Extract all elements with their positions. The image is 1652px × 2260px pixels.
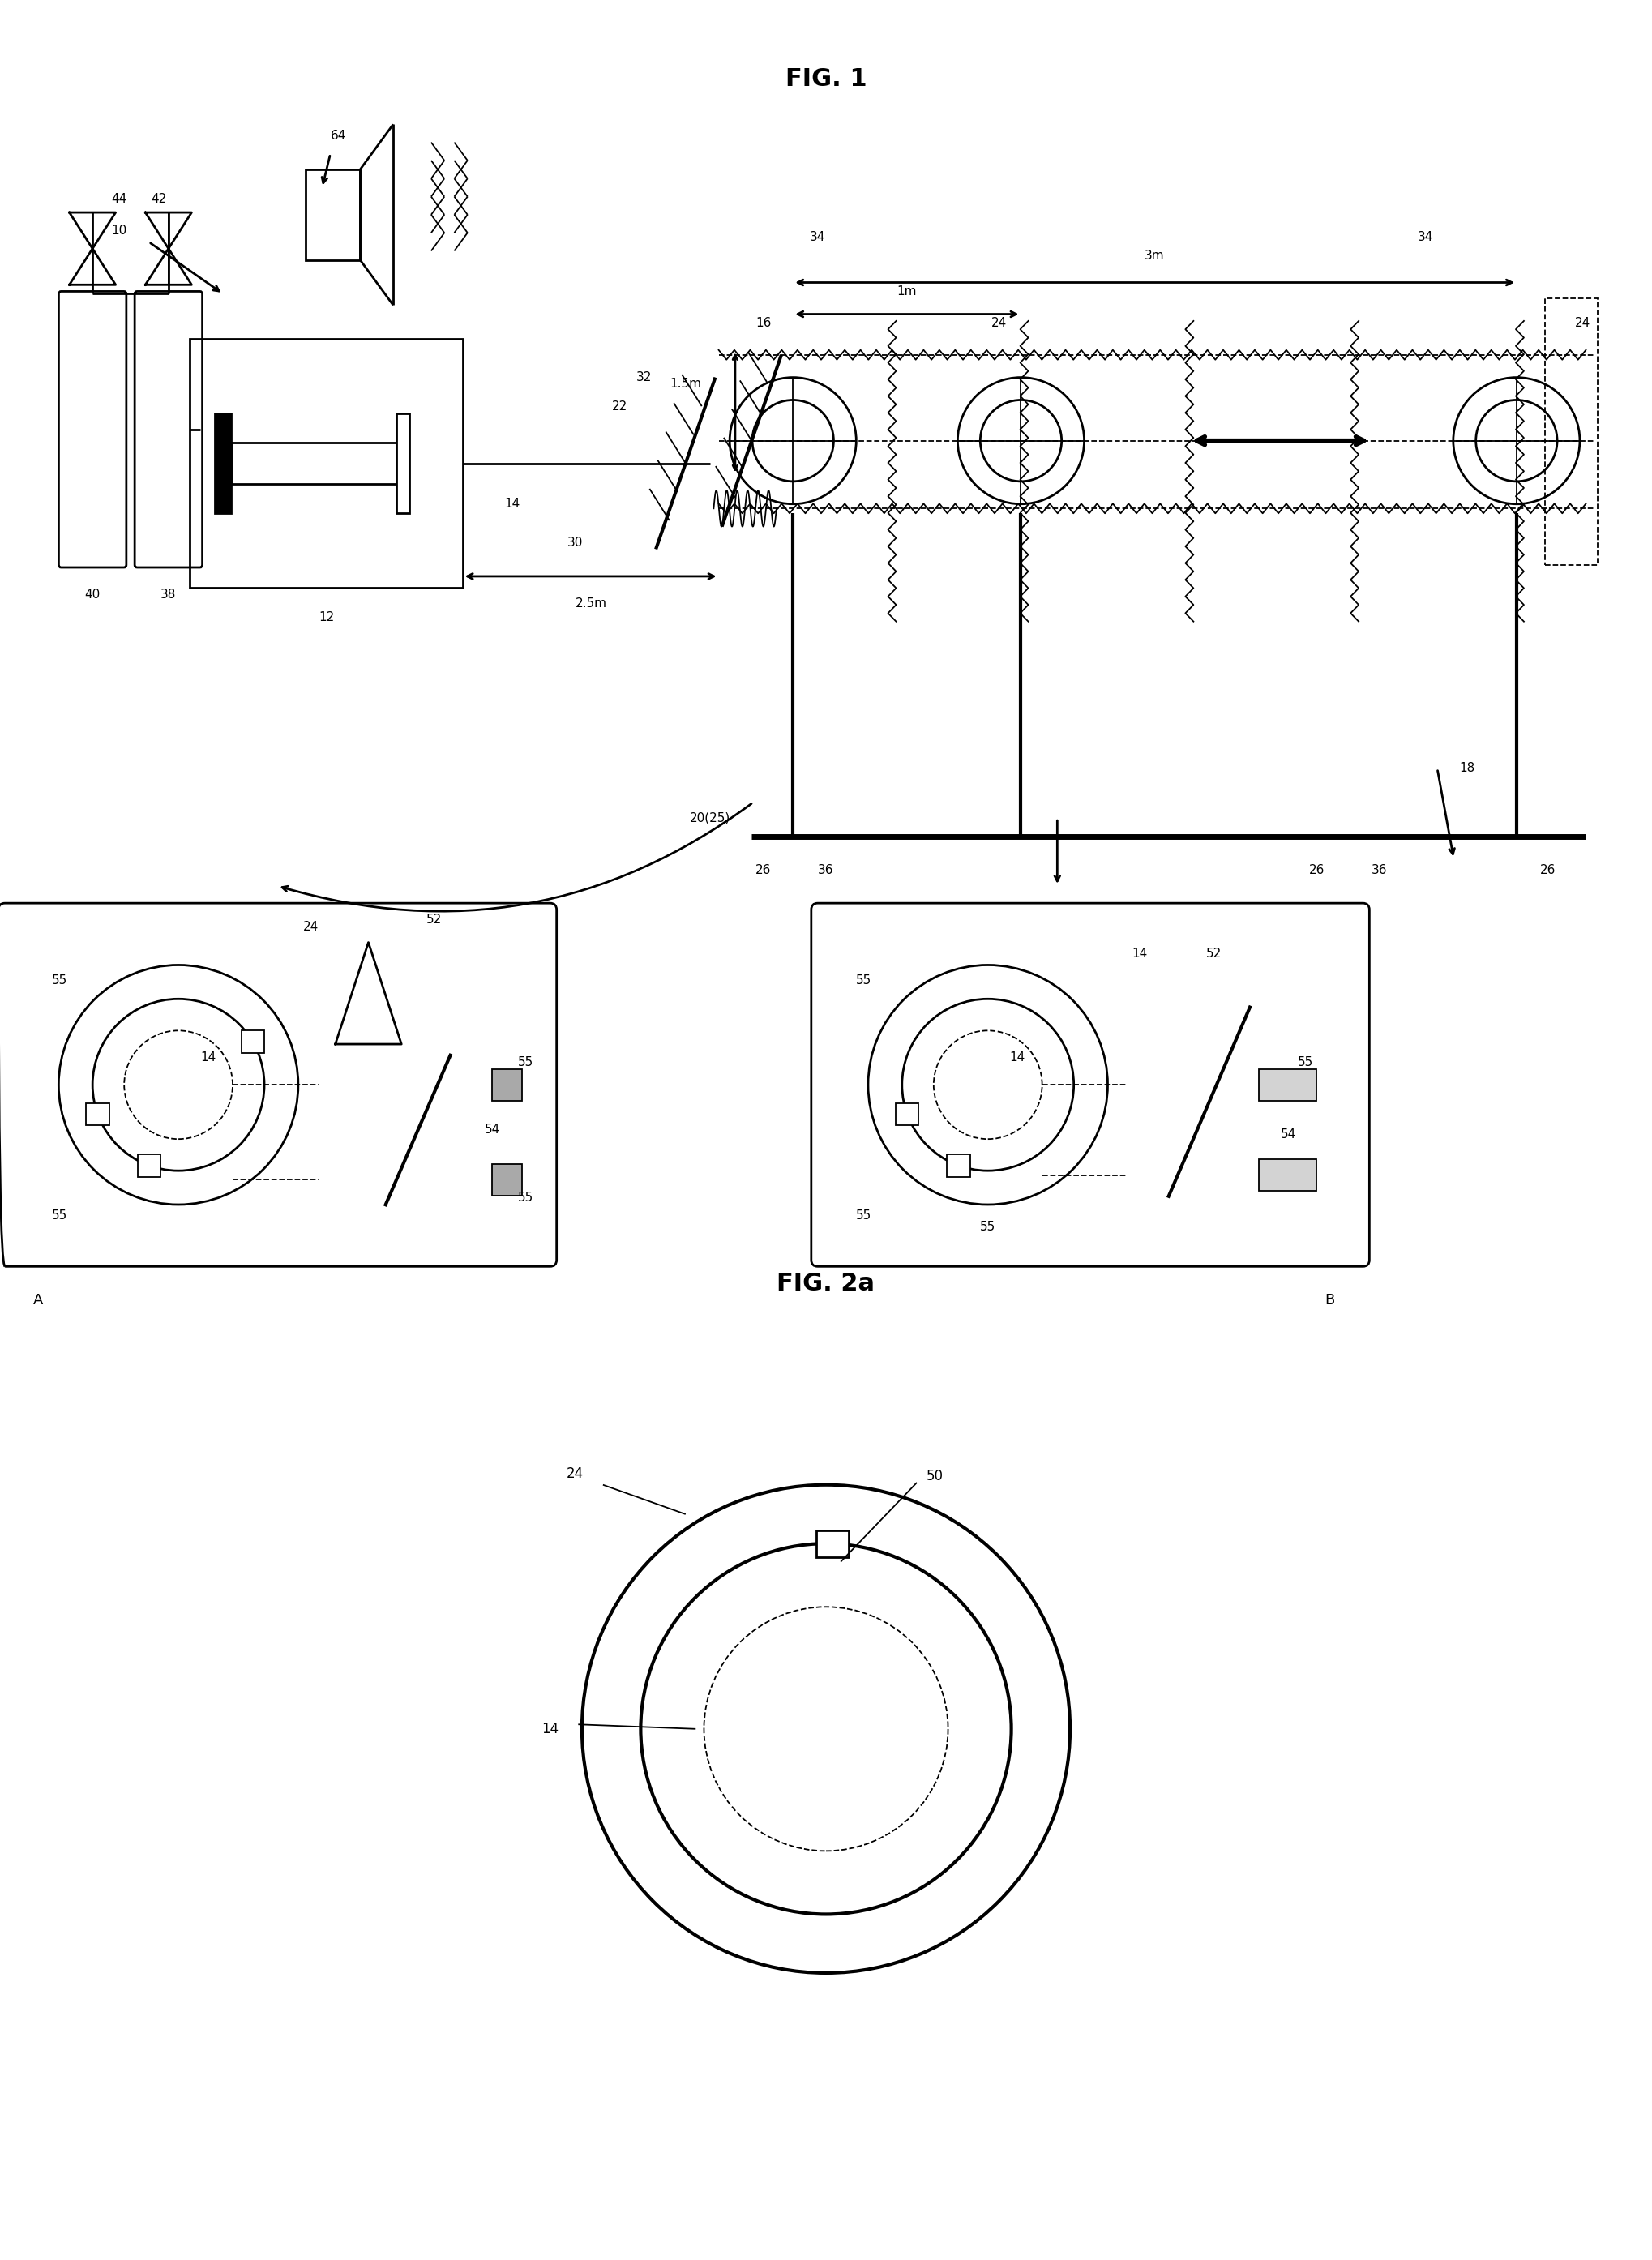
Text: 44: 44	[111, 192, 127, 206]
Bar	[215, 414, 231, 513]
Bar	[241, 1031, 264, 1053]
Bar	[1259, 1069, 1317, 1101]
Text: 54: 54	[484, 1123, 501, 1137]
Text: 52: 52	[1206, 947, 1222, 961]
Text: 26: 26	[1540, 863, 1556, 877]
Text: 24: 24	[302, 920, 319, 933]
Bar	[137, 1155, 160, 1177]
Text: 22: 22	[611, 400, 628, 414]
Text: 55: 55	[1297, 1055, 1313, 1069]
Text: 34: 34	[1417, 231, 1434, 244]
Bar	[492, 1164, 522, 1196]
Text: 26: 26	[1308, 863, 1325, 877]
Text: 52: 52	[426, 913, 443, 927]
Bar	[492, 1069, 522, 1101]
Text: 38: 38	[160, 588, 177, 601]
Text: 14: 14	[1132, 947, 1148, 961]
Text: 14: 14	[504, 497, 520, 511]
Bar	[396, 414, 410, 513]
Text: 55: 55	[51, 1209, 68, 1223]
Text: 14: 14	[200, 1051, 216, 1064]
Bar	[190, 339, 463, 588]
Text: 55: 55	[51, 974, 68, 988]
Text: 55: 55	[856, 1209, 872, 1223]
Text: 55: 55	[856, 974, 872, 988]
Bar	[816, 1530, 849, 1557]
Text: A: A	[33, 1293, 43, 1309]
Text: FIG. 2a: FIG. 2a	[776, 1272, 876, 1295]
Text: 64: 64	[330, 129, 347, 142]
Text: 55: 55	[517, 1055, 534, 1069]
Text: 18: 18	[1459, 762, 1475, 775]
Bar	[306, 170, 360, 260]
Text: 55: 55	[517, 1191, 534, 1205]
Text: FIG. 1: FIG. 1	[785, 68, 867, 90]
Text: 36: 36	[1371, 863, 1388, 877]
Text: 42: 42	[150, 192, 167, 206]
Text: 40: 40	[84, 588, 101, 601]
Text: 20(25): 20(25)	[691, 811, 730, 825]
Text: 30: 30	[567, 536, 583, 549]
Text: 1m: 1m	[897, 285, 917, 298]
Text: 1.5m: 1.5m	[669, 377, 702, 391]
Bar	[86, 1103, 109, 1125]
Text: 26: 26	[755, 863, 771, 877]
Text: 32: 32	[636, 371, 653, 384]
Text: 54: 54	[1280, 1128, 1297, 1141]
Text: 14: 14	[1009, 1051, 1026, 1064]
Text: 14: 14	[542, 1722, 558, 1736]
Bar	[947, 1155, 970, 1177]
Text: 2.5m: 2.5m	[575, 597, 608, 610]
Bar	[1259, 1159, 1317, 1191]
Bar	[1545, 298, 1597, 565]
Text: 55: 55	[980, 1220, 996, 1234]
Text: B: B	[1325, 1293, 1335, 1309]
Text: 16: 16	[755, 316, 771, 330]
Text: 50: 50	[927, 1469, 943, 1483]
Text: 12: 12	[319, 610, 334, 624]
Text: 10: 10	[111, 224, 127, 237]
Text: 34: 34	[809, 231, 826, 244]
Text: 24: 24	[567, 1467, 583, 1480]
Text: 24: 24	[1574, 316, 1591, 330]
Text: 36: 36	[818, 863, 834, 877]
Text: 3m: 3m	[1145, 249, 1165, 262]
Text: 24: 24	[991, 316, 1008, 330]
Bar	[895, 1103, 919, 1125]
Bar	[231, 443, 396, 484]
